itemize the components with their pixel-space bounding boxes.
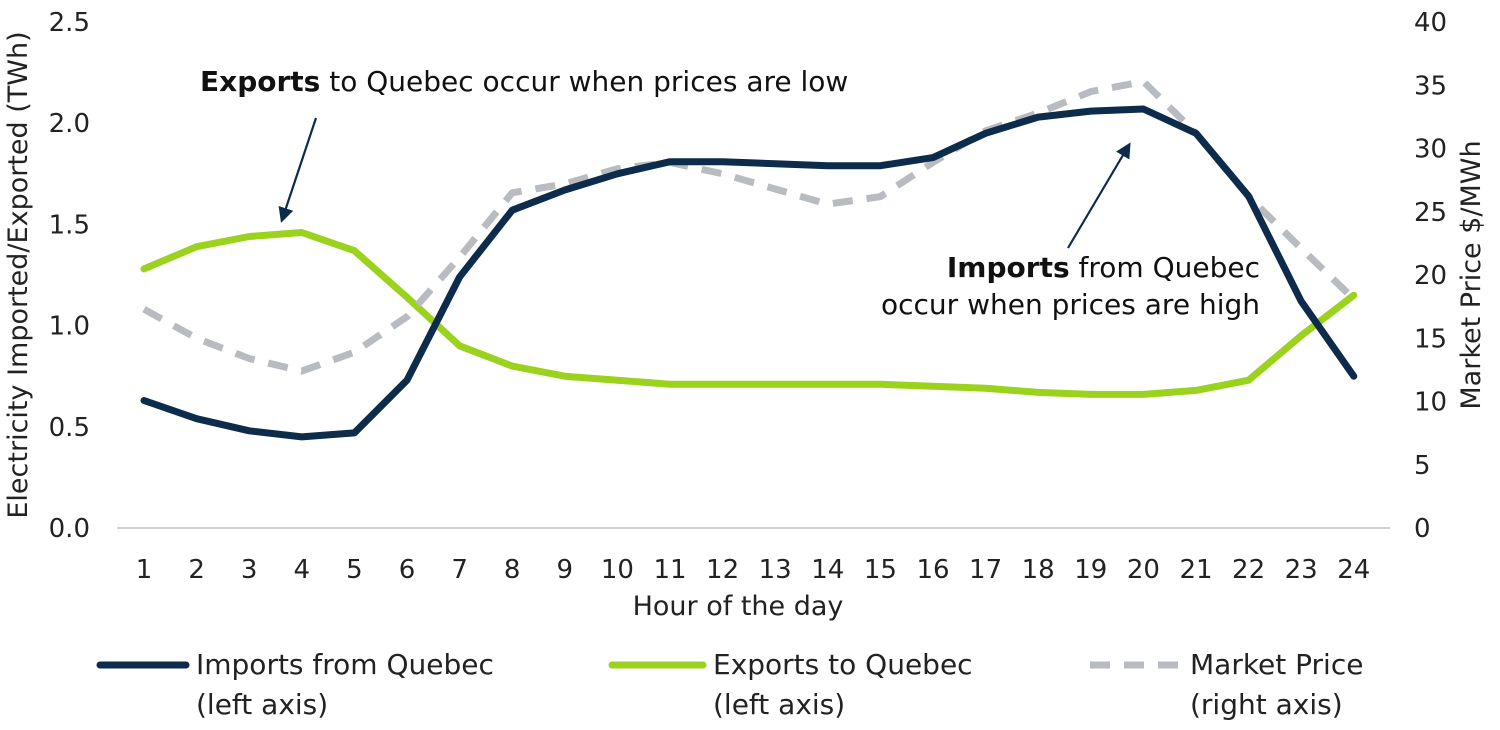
- annotation-imports-line1: Imports from Quebec: [947, 251, 1260, 284]
- y-right-tick-label: 40: [1414, 8, 1447, 38]
- legend-label-imports-from-quebec: (left axis): [196, 688, 328, 721]
- x-tick-label: 18: [1022, 555, 1055, 585]
- legend-label-market-price: Market Price: [1190, 648, 1363, 681]
- annotation-imports-line2: occur when prices are high: [881, 288, 1260, 321]
- legend: Imports from Quebec (left axis) Exports to…: [96, 648, 1363, 721]
- annotation-exports-text: to Quebec occur when prices are low: [320, 65, 848, 98]
- y-right-tick-label: 0: [1414, 514, 1431, 544]
- x-tick-label: 4: [294, 555, 311, 585]
- x-tick-label: 17: [969, 555, 1002, 585]
- x-tick-label: 24: [1337, 555, 1370, 585]
- y-left-tick-label: 2.0: [49, 109, 90, 139]
- series-line-imports-from-quebec: [140, 105, 1358, 441]
- x-tick-label: 2: [188, 555, 205, 585]
- y-right-tick-label: 5: [1414, 451, 1431, 481]
- x-tick-label: 8: [504, 555, 521, 585]
- y-left-tick-label: 2.5: [49, 8, 90, 38]
- y-axis-left-label: Electricity Imported/Exported (TWh): [3, 31, 34, 518]
- x-tick-label: 21: [1179, 555, 1212, 585]
- x-tick-label: 16: [916, 555, 949, 585]
- annotation-imports-text: from Quebec: [1070, 251, 1260, 284]
- y-axis-right-label: Market Price $/MWh: [1456, 140, 1487, 409]
- annotation-layer: Exports to Quebec occur when prices are …: [200, 65, 1260, 321]
- x-tick-label: 22: [1232, 555, 1265, 585]
- y-left-tick-label: 0.0: [49, 514, 90, 544]
- y-right-tick-label: 25: [1414, 198, 1447, 228]
- x-tick-label: 12: [706, 555, 739, 585]
- x-tick-label: 9: [557, 555, 574, 585]
- x-tick-label: 20: [1127, 555, 1160, 585]
- series-layer: [140, 78, 1358, 441]
- y-axis-right-title: Market Price $/MWh: [1456, 140, 1487, 409]
- annotation-imports-arrow: [1067, 142, 1131, 249]
- x-tick-label: 23: [1285, 555, 1318, 585]
- legend-label-exports-to-quebec: Exports to Quebec: [713, 648, 973, 681]
- x-axis-ticks: 1 2 3 4 5 6 7 8 9 10 11 12 13 14 15 16 17 18 19 20 21 22 23 24: [136, 555, 1371, 585]
- x-tick-label: 11: [653, 555, 686, 585]
- legend-label-exports-to-quebec: (left axis): [713, 688, 845, 721]
- annotation-exports: Exports to Quebec occur when prices are …: [200, 65, 848, 98]
- y-right-tick-label: 15: [1414, 324, 1447, 354]
- y-left-tick-label: 0.5: [49, 413, 90, 443]
- annotation-exports-bold: Exports: [200, 65, 320, 98]
- y-axis-left-ticks: 0.0 0.5 1.0 1.5 2.0 2.5: [49, 8, 90, 544]
- x-tick-label: 7: [451, 555, 468, 585]
- legend-label-market-price: (right axis): [1190, 688, 1343, 721]
- y-right-tick-label: 35: [1414, 71, 1447, 101]
- x-tick-label: 14: [811, 555, 844, 585]
- y-left-tick-label: 1.0: [49, 312, 90, 342]
- x-tick-label: 19: [1074, 555, 1107, 585]
- series-line-market-price: [142, 78, 1357, 375]
- y-right-tick-label: 30: [1414, 135, 1447, 165]
- legend-label-imports-from-quebec: Imports from Quebec: [196, 648, 494, 681]
- annotation-exports-arrow: [278, 117, 318, 223]
- y-left-tick-label: 1.5: [49, 210, 90, 240]
- y-axis-right-ticks: 0 5 10 15 20 25 30 35 40: [1414, 8, 1447, 544]
- x-tick-label: 13: [759, 555, 792, 585]
- x-tick-label: 5: [346, 555, 363, 585]
- x-tick-label: 1: [136, 555, 153, 585]
- y-right-tick-label: 20: [1414, 261, 1447, 291]
- series-line-exports-to-quebec: [140, 229, 1358, 398]
- x-tick-label: 3: [241, 555, 258, 585]
- y-right-tick-label: 10: [1414, 388, 1447, 418]
- x-tick-label: 10: [601, 555, 634, 585]
- x-axis-title: Hour of the day: [633, 591, 844, 622]
- y-axis-left-title: Electricity Imported/Exported (TWh): [3, 31, 34, 518]
- x-tick-label: 15: [864, 555, 897, 585]
- annotation-imports-bold: Imports: [947, 251, 1070, 284]
- x-tick-label: 6: [399, 555, 416, 585]
